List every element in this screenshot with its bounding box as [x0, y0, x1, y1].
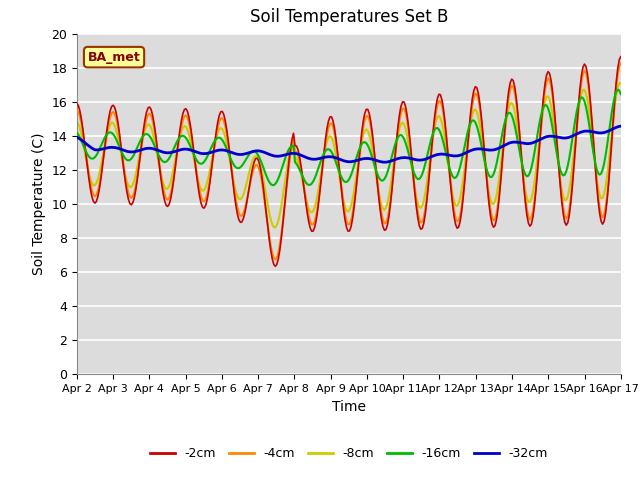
- Y-axis label: Soil Temperature (C): Soil Temperature (C): [31, 133, 45, 275]
- Title: Soil Temperatures Set B: Soil Temperatures Set B: [250, 9, 448, 26]
- X-axis label: Time: Time: [332, 400, 366, 414]
- Legend: -2cm, -4cm, -8cm, -16cm, -32cm: -2cm, -4cm, -8cm, -16cm, -32cm: [145, 442, 553, 465]
- Text: BA_met: BA_met: [88, 51, 140, 64]
